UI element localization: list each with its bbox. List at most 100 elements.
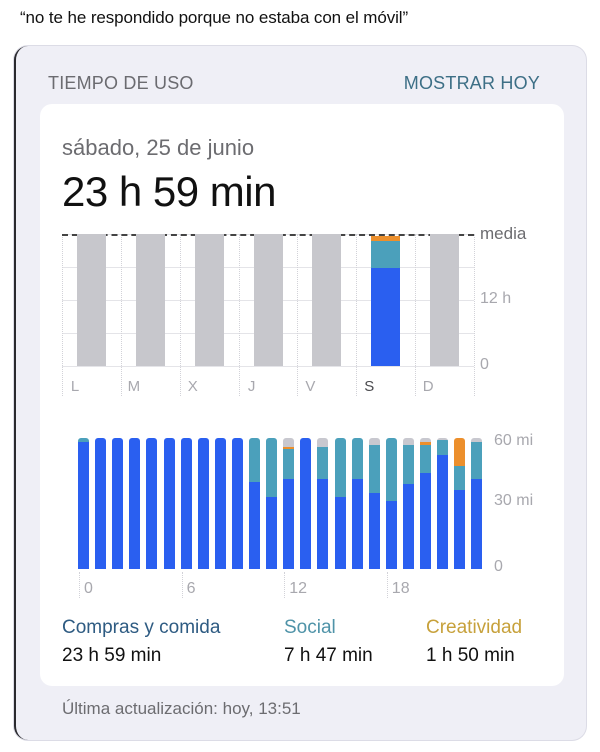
bar-segment [266, 496, 278, 569]
bar-segment [283, 479, 295, 569]
hour-bar-0[interactable] [78, 438, 89, 569]
hour-bar-11[interactable] [266, 438, 278, 569]
y-axis-label: 60 mi [494, 432, 534, 449]
bar-segment [437, 455, 449, 569]
gridline-vertical [356, 234, 358, 396]
bar-segment [437, 440, 449, 456]
widget-title: TIEMPO DE USO [48, 73, 194, 93]
hour-bar-23[interactable] [471, 438, 483, 569]
bar-segment [317, 446, 329, 480]
legend-value: 7 h 47 min [284, 645, 373, 666]
date-label: sábado, 25 de junio [62, 135, 255, 160]
bar-segment [78, 438, 89, 443]
day-bar-L[interactable] [76, 234, 106, 366]
day-bar-X[interactable] [194, 234, 224, 366]
bar-segment [180, 438, 192, 569]
hour-bar-20[interactable] [420, 438, 431, 569]
day-label: J [247, 378, 256, 395]
bar-segment [371, 241, 401, 268]
day-label: V [305, 378, 316, 395]
hour-bar-6[interactable] [180, 438, 192, 569]
day-bar-V[interactable] [312, 234, 342, 366]
day-bar-J[interactable] [253, 234, 283, 366]
bar-segment [163, 438, 175, 569]
total-usage: 23 h 59 min [62, 168, 276, 215]
bar-segment [454, 466, 466, 491]
tick-line [79, 572, 80, 598]
day-label: S [364, 378, 375, 395]
bar-segment [146, 438, 158, 569]
bar-segment [312, 234, 342, 366]
bar-segment [194, 234, 224, 366]
category-legend: Compras y comida 23 h 59 min Social 7 h … [62, 617, 542, 677]
hour-bar-5[interactable] [163, 438, 175, 569]
legend-name: Compras y comida [62, 617, 221, 638]
bar-segment [334, 496, 346, 569]
hour-bar-22[interactable] [454, 438, 466, 569]
bar-segment [266, 438, 278, 497]
gridline-vertical [415, 234, 417, 396]
hour-bar-4[interactable] [146, 438, 158, 569]
hour-bar-3[interactable] [129, 438, 141, 569]
bar-segment [76, 234, 106, 366]
legend-value: 23 h 59 min [62, 645, 162, 666]
gridline-vertical [297, 234, 299, 396]
x-axis-label: 12 [289, 580, 307, 597]
bar-segment [402, 483, 414, 569]
legend-item-creatividad[interactable]: Creatividad 1 h 50 min [426, 617, 522, 667]
gridline-vertical [238, 234, 240, 396]
bar-segment [471, 438, 483, 443]
bar-segment [129, 438, 141, 569]
hour-bar-8[interactable] [214, 438, 226, 569]
hour-bar-2[interactable] [112, 438, 124, 569]
y-axis-label: 30 mi [494, 492, 534, 509]
hourly-usage-chart: 0 6 12 18 60 mi 30 mi 0 [78, 432, 548, 604]
hour-bar-7[interactable] [197, 438, 209, 569]
legend-name: Creatividad [426, 617, 523, 638]
hour-bar-9[interactable] [231, 438, 243, 569]
hour-bar-10[interactable] [249, 438, 260, 569]
hour-bar-1[interactable] [95, 438, 107, 569]
day-bar-D[interactable] [430, 234, 460, 366]
bar-segment [135, 234, 165, 366]
x-axis-label: 6 [186, 580, 196, 597]
legend-item-social[interactable]: Social 7 h 47 min [284, 617, 373, 667]
tick-line [284, 572, 286, 598]
show-today-button[interactable]: MOSTRAR HOY [403, 73, 540, 93]
bar-segment [249, 438, 260, 482]
hourly-plot-area [78, 438, 488, 569]
hour-bar-17[interactable] [368, 438, 380, 569]
day-label: L [70, 378, 80, 395]
bar-segment [430, 234, 460, 366]
bar-segment [95, 438, 107, 569]
widget-header: TIEMPO DE USO MOSTRAR HOY [48, 73, 540, 94]
bar-segment [454, 438, 466, 467]
day-label: X [187, 378, 198, 395]
bar-segment [283, 438, 295, 447]
hour-bar-13[interactable] [300, 438, 312, 569]
x-axis-label: 0 [84, 580, 93, 597]
hour-bar-12[interactable] [283, 438, 295, 569]
tick-line [181, 572, 183, 598]
bar-segment [368, 444, 380, 493]
day-bar-M[interactable] [135, 234, 165, 366]
hour-bar-15[interactable] [334, 438, 346, 569]
gridline-vertical [120, 234, 122, 396]
day-bar-S[interactable] [371, 235, 401, 366]
bar-segment [300, 438, 312, 569]
bar-segment [420, 442, 431, 445]
hour-bar-16[interactable] [351, 438, 363, 569]
legend-item-compras[interactable]: Compras y comida 23 h 59 min [62, 617, 220, 667]
bar-segment [368, 438, 380, 445]
hour-bar-21[interactable] [437, 438, 449, 569]
day-label: D [422, 378, 434, 395]
hour-bar-18[interactable] [385, 438, 397, 569]
bar-segment [437, 438, 449, 441]
hour-bar-19[interactable] [402, 438, 414, 569]
hour-bar-14[interactable] [317, 438, 329, 569]
bar-segment [253, 234, 283, 366]
bar-segment [112, 438, 124, 569]
meme-caption: “no te he respondido porque no estaba co… [20, 8, 409, 27]
bar-segment [249, 481, 260, 569]
